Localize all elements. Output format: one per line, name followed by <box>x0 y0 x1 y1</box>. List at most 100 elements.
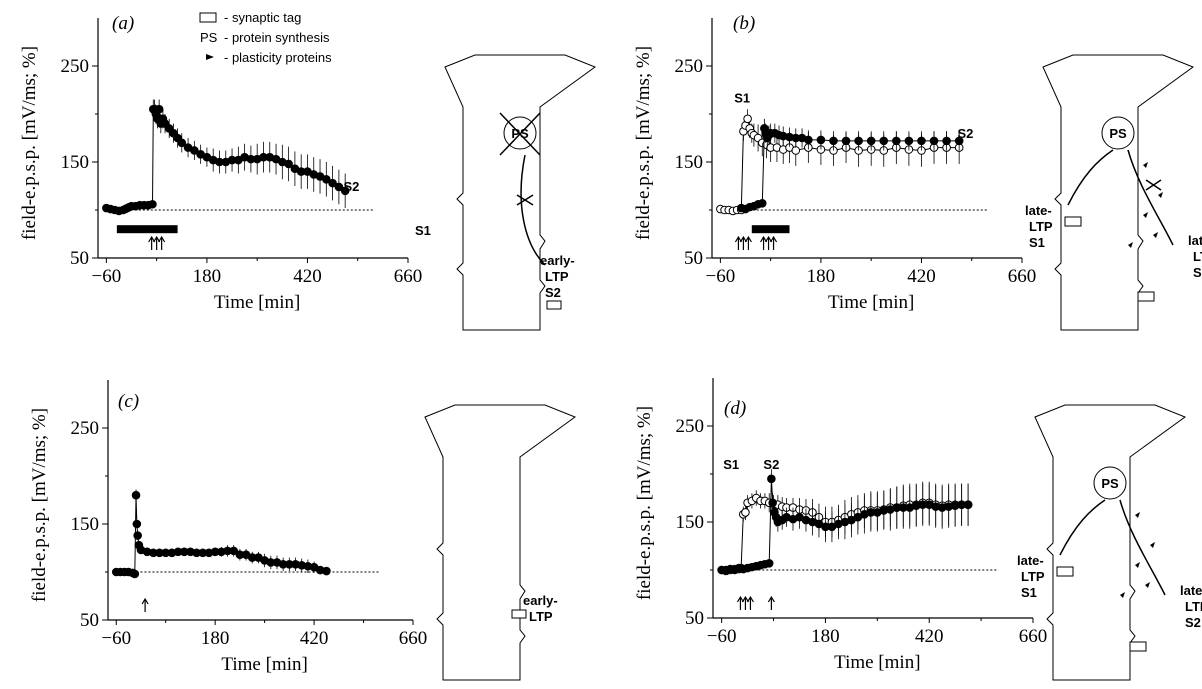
data-point <box>743 114 752 124</box>
series-annotation: S2 <box>343 179 359 194</box>
schematic-label: late- <box>1017 553 1044 568</box>
legend-label: - plasticity proteins <box>224 50 332 65</box>
synaptic-tag-icon <box>1064 216 1082 227</box>
schematic-label: S2 <box>545 285 561 300</box>
neuron-outline <box>1042 54 1195 331</box>
x-tick-label: 660 <box>399 628 428 649</box>
schematic-label: early- <box>540 253 575 268</box>
y-tick-label: 250 <box>71 418 100 439</box>
schematic-label: late- <box>1180 583 1202 598</box>
synaptic-tag-icon <box>1129 641 1147 652</box>
synaptic-tag-icon <box>1056 566 1074 577</box>
data-point <box>148 199 157 209</box>
series-filled <box>737 118 964 214</box>
y-tick-label: 250 <box>675 56 704 77</box>
pathway-arrow <box>1119 499 1166 596</box>
data-point <box>942 136 951 146</box>
cross-mark <box>516 194 534 206</box>
data-point <box>917 136 926 146</box>
schematic-label: LTP <box>1193 249 1202 264</box>
data-point <box>963 500 973 510</box>
tetanus-arrow <box>744 235 752 250</box>
data-point <box>328 178 337 188</box>
data-point <box>322 174 331 184</box>
drug-bar <box>751 225 790 234</box>
y-tick-label: 150 <box>675 152 704 173</box>
x-tick-label: 180 <box>811 626 840 647</box>
data-point <box>841 136 851 146</box>
data-point <box>132 519 142 529</box>
synaptic-tag-icon <box>199 12 217 23</box>
tetanus-arrow <box>770 235 778 250</box>
schematic-label: S1 <box>415 223 431 238</box>
y-tick-label: 150 <box>676 512 705 533</box>
x-tick-label: 660 <box>1008 266 1037 287</box>
x-tick-label: −60 <box>92 266 122 287</box>
data-point <box>791 146 801 155</box>
y-axis-label: field-e.p.s.p. [mV/ms; %] <box>19 46 40 240</box>
panel-c: 50 150 250 −60 180 420 660 Time [min] field-e.p.… <box>29 380 577 681</box>
synaptic-tag-icon <box>511 609 527 619</box>
schematic-label: LTP <box>545 269 569 284</box>
y-axis-label: field-e.p.s.p. [mV/ms; %] <box>634 406 655 600</box>
plasticity-protein-icon <box>1143 212 1148 218</box>
data-point <box>131 490 141 500</box>
schematic-label: LTP <box>1029 219 1053 234</box>
schematic-label: S1 <box>1029 235 1045 250</box>
x-tick-label: 420 <box>300 628 329 649</box>
y-axis-label: field-e.p.s.p. [mV/ms; %] <box>633 46 654 240</box>
tetanus-arrow <box>767 595 775 610</box>
schematic-label: LTP <box>1021 569 1045 584</box>
series-annotation: S1 <box>723 457 739 472</box>
panel-label: (c) <box>118 391 139 412</box>
series-annotation: S1 <box>734 90 750 105</box>
y-tick-label: 250 <box>61 56 90 77</box>
data-point <box>929 136 939 146</box>
schematic-label: S2 <box>1193 265 1202 280</box>
tetanus-arrow <box>153 235 161 250</box>
data-point <box>190 146 199 155</box>
schematic-label: PS <box>1109 126 1127 141</box>
plasticity-protein-icon <box>1158 192 1163 198</box>
pathway-arrow <box>1059 499 1106 556</box>
panel-label: (b) <box>733 13 755 34</box>
y-axis-label: field-e.p.s.p. [mV/ms; %] <box>29 408 50 602</box>
panel-b: 50 150 250 −60 180 420 660 Time [min] field-e.p.… <box>633 13 1202 331</box>
plasticity-protein-icon <box>1128 242 1133 248</box>
plasticity-protein-icon <box>1153 232 1158 238</box>
schematic-label: LTP <box>1185 599 1202 614</box>
y-tick-label: 50 <box>685 608 704 629</box>
ps-circle <box>1093 466 1127 500</box>
data-point <box>130 569 140 579</box>
tetanus-arrow <box>765 235 773 250</box>
plasticity-protein-icon <box>1145 582 1150 588</box>
y-tick-label: 50 <box>80 610 99 631</box>
neuron-outline <box>444 54 597 331</box>
x-tick-label: 420 <box>293 266 322 287</box>
x-tick-label: 660 <box>1019 626 1048 647</box>
series-filled <box>102 99 350 216</box>
x-tick-label: 420 <box>907 266 936 287</box>
tetanus-arrow <box>736 595 744 610</box>
x-axis-label: Time [min] <box>828 292 914 313</box>
data-point <box>866 136 876 146</box>
series-filled <box>717 469 973 575</box>
ps-circle <box>1101 116 1135 150</box>
triangle-icon <box>206 54 214 60</box>
y-tick-label: 150 <box>71 514 100 535</box>
schematic-label: early- <box>523 593 558 608</box>
schematic-label: S2 <box>1185 615 1201 630</box>
tetanus-arrow <box>739 235 747 250</box>
pathway-arrow <box>1127 149 1174 246</box>
data-point <box>154 104 164 114</box>
x-tick-label: −60 <box>707 626 737 647</box>
data-point <box>804 135 813 145</box>
panel-a: 50 150 250 −60 180 420 660 Time [min] field-e.p.… <box>19 13 597 331</box>
x-axis-label: Time [min] <box>214 292 300 313</box>
legend-label: - protein synthesis <box>224 30 330 45</box>
synaptic-tag-icon <box>546 300 562 310</box>
plasticity-protein-icon <box>1135 512 1140 518</box>
schematic-label: PS <box>1101 476 1119 491</box>
